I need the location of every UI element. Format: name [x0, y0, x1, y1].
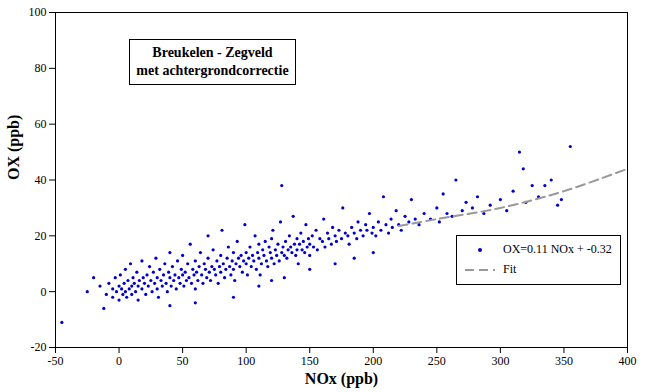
svg-text:-50: -50 [48, 354, 64, 368]
svg-text:0: 0 [116, 354, 122, 368]
svg-text:NOx (ppb): NOx (ppb) [305, 370, 378, 388]
svg-text:OX (ppb): OX (ppb) [5, 115, 23, 180]
svg-text:250: 250 [428, 354, 446, 368]
html-text:Fit: Fit [503, 262, 517, 277]
html-text:Breukelen - Zegveld: Breukelen - Zegveld [152, 44, 273, 60]
svg-text:400: 400 [619, 354, 637, 368]
svg-text:20: 20 [35, 229, 47, 243]
svg-text:40: 40 [35, 173, 47, 187]
svg-text:300: 300 [491, 354, 509, 368]
svg-text:60: 60 [35, 117, 47, 131]
svg-text:150: 150 [301, 354, 319, 368]
svg-text:50: 50 [177, 354, 189, 368]
svg-text:100: 100 [237, 354, 255, 368]
html-text:met achtergrondcorrectie: met achtergrondcorrectie [136, 62, 289, 78]
html-text:OX=0.11 NOx + -0.32: OX=0.11 NOx + -0.32 [503, 242, 612, 257]
svg-text:-20: -20 [31, 340, 47, 354]
svg-text:0: 0 [41, 285, 47, 299]
svg-text:80: 80 [35, 61, 47, 75]
svg-text:350: 350 [555, 354, 573, 368]
svg-text:200: 200 [364, 354, 382, 368]
svg-text:100: 100 [29, 5, 47, 19]
